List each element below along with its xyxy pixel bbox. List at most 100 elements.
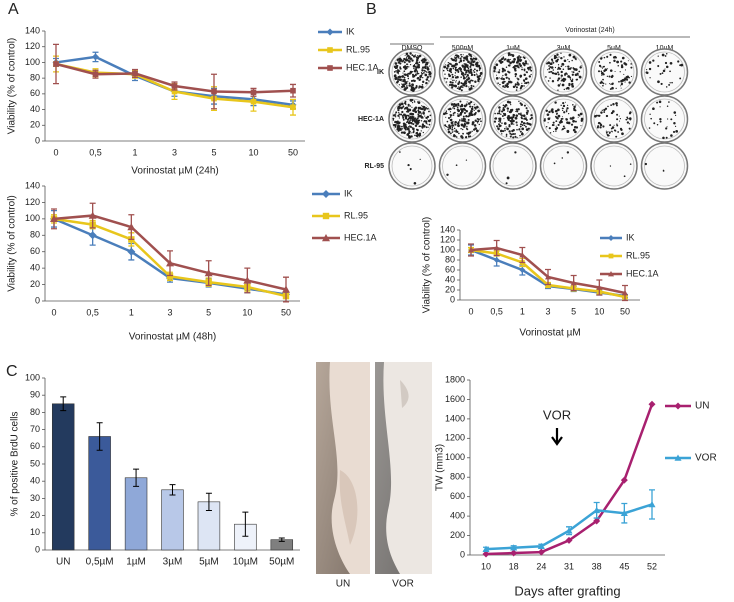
colony: [496, 112, 499, 115]
colony: [503, 105, 507, 108]
plate-well: [388, 142, 436, 190]
y-tick-label: 100: [25, 57, 40, 67]
colony: [446, 69, 449, 72]
colony: [498, 119, 500, 121]
colony: [401, 127, 403, 130]
colony: [395, 116, 397, 118]
colony: [407, 80, 409, 82]
colony: [498, 106, 501, 109]
marker: [92, 71, 99, 78]
colony: [453, 102, 456, 106]
colony: [493, 70, 496, 73]
colony: [474, 80, 477, 83]
colony: [673, 111, 677, 114]
colony: [509, 135, 512, 138]
colony: [528, 66, 532, 69]
colony: [648, 127, 651, 129]
colony: [519, 125, 522, 128]
colony: [414, 122, 416, 124]
colony: [575, 104, 577, 106]
colony: [402, 113, 405, 115]
colony: [657, 55, 659, 57]
colony: [628, 81, 631, 84]
colony: [460, 82, 463, 85]
colony: [661, 53, 665, 57]
colony: [528, 69, 530, 71]
colony: [480, 120, 482, 123]
colony: [618, 120, 621, 122]
colony: [504, 73, 508, 76]
colony: [568, 54, 571, 56]
colony: [397, 58, 401, 61]
colony: [423, 69, 426, 72]
y-tick-label: 400: [450, 510, 465, 520]
colony: [580, 119, 584, 122]
colony: [596, 126, 599, 129]
colony: [561, 109, 564, 112]
plate-well: [438, 142, 487, 190]
colony: [609, 124, 612, 127]
colony: [611, 86, 614, 90]
colony: [414, 134, 416, 137]
colony: [528, 75, 532, 78]
marker: [322, 234, 330, 242]
marker: [565, 527, 573, 534]
colony: [446, 173, 449, 176]
colony: [423, 57, 426, 60]
colony: [575, 69, 577, 71]
colony: [665, 127, 668, 130]
colony: [561, 157, 564, 159]
colony: [425, 71, 427, 73]
colony: [673, 122, 676, 125]
colony: [493, 67, 497, 70]
colony: [421, 123, 425, 126]
colony: [406, 67, 408, 70]
colony: [413, 120, 416, 123]
colony: [549, 62, 552, 66]
y-tick-label: 40: [30, 476, 40, 486]
y-tick-label: 80: [30, 73, 40, 83]
colony: [407, 54, 410, 58]
colony: [508, 52, 511, 56]
colony: [478, 67, 482, 70]
colony: [476, 72, 478, 74]
colony: [416, 133, 420, 137]
marker: [322, 190, 330, 198]
colony: [665, 65, 669, 69]
plate-well: [640, 95, 689, 143]
colony: [480, 71, 483, 75]
colony: [419, 158, 421, 160]
colony: [502, 104, 505, 107]
colony: [411, 54, 414, 57]
colony: [404, 100, 407, 103]
x-tick-label: 0,5: [86, 307, 99, 317]
colony: [560, 80, 562, 82]
colony: [401, 80, 403, 82]
colony: [454, 66, 457, 69]
colony: [395, 76, 398, 80]
colony: [459, 66, 461, 69]
colony: [455, 129, 458, 131]
colony: [661, 72, 664, 74]
colony: [514, 151, 517, 154]
colony: [630, 66, 633, 69]
colony: [555, 120, 558, 123]
colony: [612, 56, 616, 59]
y-axis-title: Viability (% of control): [7, 38, 18, 135]
colony: [417, 113, 420, 116]
colony: [411, 106, 413, 108]
colony: [502, 112, 505, 115]
colony: [412, 64, 416, 68]
colony: [404, 54, 406, 56]
x-tick-label: 0: [53, 147, 58, 157]
colony: [599, 81, 602, 85]
x-tick-label: 0,5µM: [86, 557, 114, 568]
colony: [405, 58, 407, 60]
colony: [529, 118, 532, 121]
colony: [447, 65, 450, 68]
colony: [405, 110, 408, 113]
colony: [396, 65, 399, 67]
colony: [565, 87, 568, 90]
colony: [418, 135, 421, 137]
colony: [464, 108, 467, 112]
